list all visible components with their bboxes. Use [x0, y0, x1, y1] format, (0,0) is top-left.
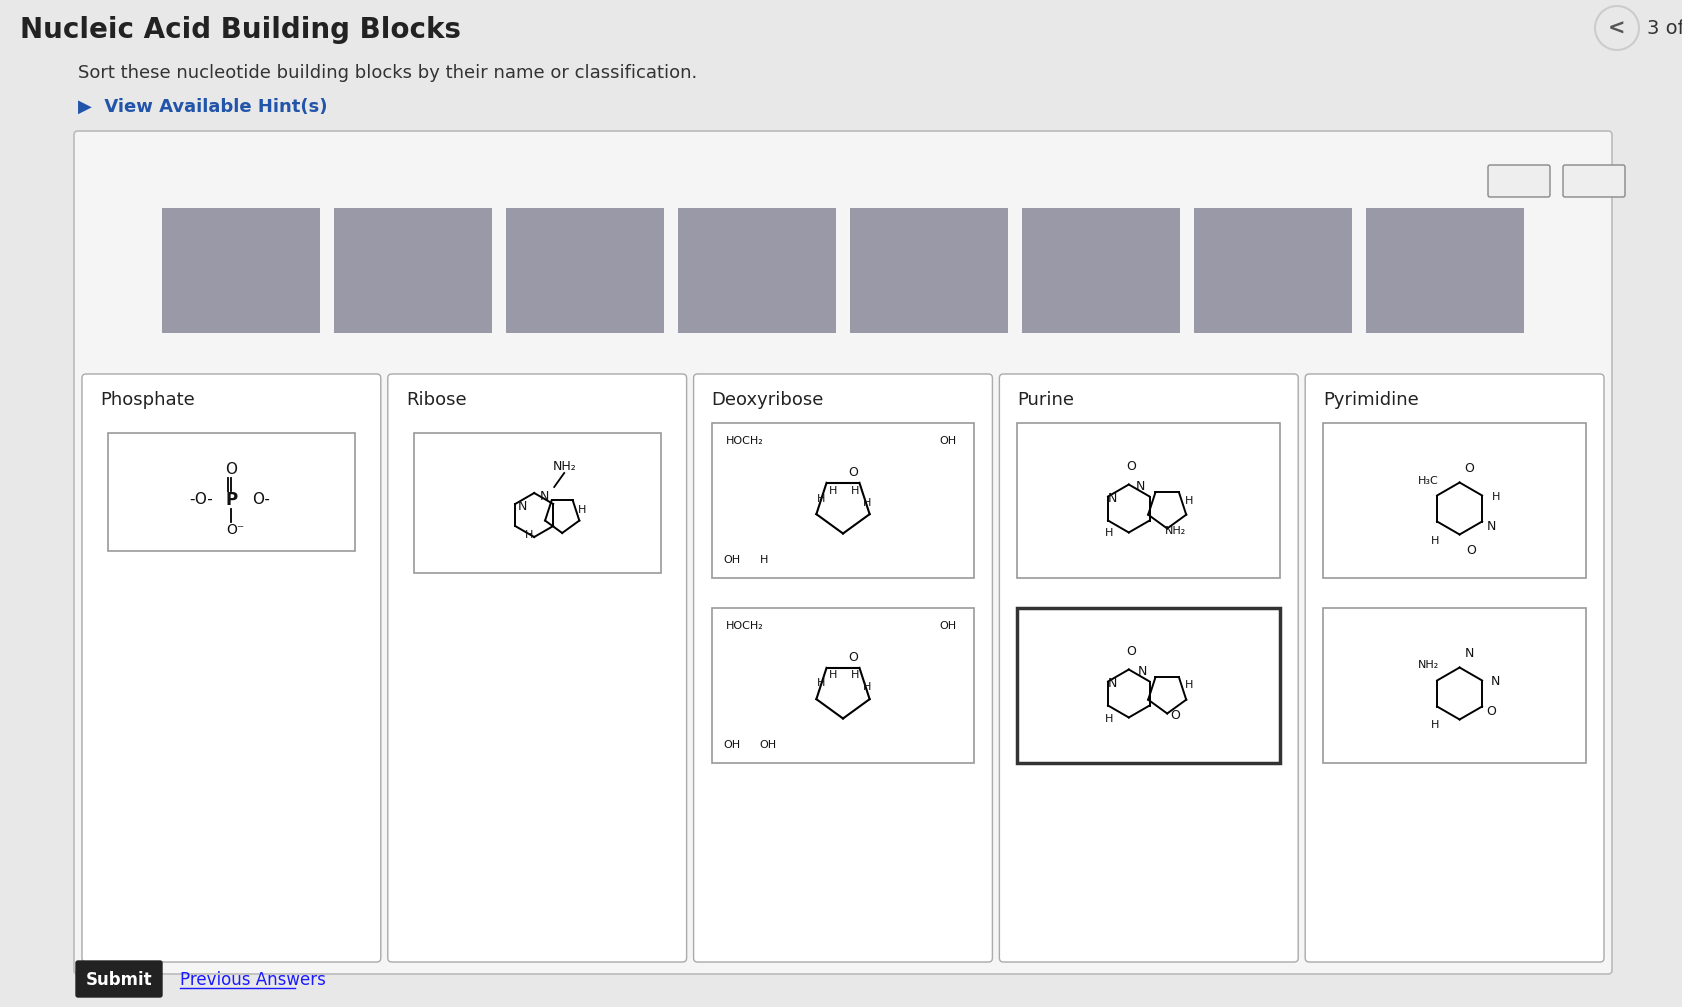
Text: ▶  View Available Hint(s): ▶ View Available Hint(s) [77, 98, 328, 116]
FancyBboxPatch shape [1366, 208, 1524, 333]
Text: N: N [1107, 492, 1117, 505]
Text: Purine: Purine [1018, 391, 1073, 409]
FancyBboxPatch shape [76, 961, 161, 997]
Text: N: N [1135, 480, 1145, 493]
FancyBboxPatch shape [108, 433, 355, 551]
FancyBboxPatch shape [1487, 165, 1549, 197]
FancyBboxPatch shape [1018, 423, 1280, 578]
Text: NH₂: NH₂ [1416, 661, 1438, 671]
Text: N: N [1137, 665, 1147, 678]
FancyBboxPatch shape [1563, 165, 1625, 197]
Text: H: H [828, 671, 836, 681]
Text: OH: OH [723, 555, 740, 565]
Text: Phosphate: Phosphate [99, 391, 195, 409]
FancyBboxPatch shape [849, 208, 1008, 333]
Text: H: H [816, 493, 824, 504]
Text: Pyrimidine: Pyrimidine [1322, 391, 1418, 409]
Text: HOCH₂: HOCH₂ [725, 436, 764, 446]
FancyBboxPatch shape [161, 208, 320, 333]
FancyBboxPatch shape [1193, 208, 1351, 333]
FancyBboxPatch shape [414, 433, 661, 573]
Text: O: O [225, 462, 237, 477]
FancyBboxPatch shape [333, 208, 491, 333]
Text: O-: O- [252, 492, 271, 508]
Text: N: N [516, 500, 526, 514]
Text: H: H [525, 530, 533, 540]
Text: -O-: -O- [190, 492, 214, 508]
Text: H: H [1430, 720, 1438, 730]
Text: O: O [1169, 709, 1179, 722]
Text: OH: OH [759, 740, 777, 750]
Text: H: H [577, 505, 585, 515]
Text: OH: OH [939, 436, 955, 446]
Text: HOCH₂: HOCH₂ [725, 621, 764, 631]
Text: Submit: Submit [86, 971, 153, 989]
Text: H: H [851, 671, 860, 681]
FancyBboxPatch shape [1021, 208, 1179, 333]
Text: H: H [863, 683, 871, 693]
Text: O: O [1465, 544, 1475, 557]
Text: H: H [1103, 529, 1112, 539]
FancyBboxPatch shape [387, 374, 686, 962]
FancyBboxPatch shape [506, 208, 664, 333]
Text: Help: Help [1576, 174, 1611, 189]
Text: O: O [1485, 705, 1495, 718]
FancyBboxPatch shape [999, 374, 1297, 962]
Text: O: O [1125, 645, 1135, 658]
Text: N: N [1490, 675, 1499, 688]
Text: Previous Answers: Previous Answers [180, 971, 326, 989]
Text: N: N [1485, 520, 1495, 533]
FancyBboxPatch shape [678, 208, 836, 333]
Text: O: O [1125, 460, 1135, 473]
Text: P: P [225, 491, 237, 509]
Text: Ribose: Ribose [405, 391, 466, 409]
Text: H₃C: H₃C [1416, 475, 1438, 485]
Text: <: < [1608, 19, 1625, 39]
FancyBboxPatch shape [711, 423, 974, 578]
FancyBboxPatch shape [82, 374, 380, 962]
Text: H: H [1430, 536, 1438, 546]
Text: H: H [828, 485, 836, 495]
Text: O: O [848, 651, 858, 664]
Text: NH₂: NH₂ [1164, 526, 1186, 536]
Text: O: O [848, 466, 858, 479]
Text: Reset: Reset [1497, 174, 1539, 189]
FancyBboxPatch shape [1305, 374, 1603, 962]
Text: Sort these nucleotide building blocks by their name or classification.: Sort these nucleotide building blocks by… [77, 64, 696, 82]
Text: OH: OH [723, 740, 740, 750]
Text: H: H [1184, 681, 1193, 691]
Text: H: H [863, 497, 871, 508]
Text: H: H [759, 555, 767, 565]
Text: H: H [816, 679, 824, 689]
FancyBboxPatch shape [1322, 423, 1584, 578]
Text: OH: OH [939, 621, 955, 631]
Text: H: H [1490, 491, 1499, 501]
Text: N: N [1107, 677, 1117, 690]
Text: H: H [851, 485, 860, 495]
Text: N: N [540, 490, 548, 504]
Text: O⁻: O⁻ [225, 523, 244, 537]
FancyBboxPatch shape [74, 131, 1611, 974]
FancyBboxPatch shape [1322, 608, 1584, 763]
FancyBboxPatch shape [711, 608, 974, 763]
Text: Nucleic Acid Building Blocks: Nucleic Acid Building Blocks [20, 16, 461, 44]
Text: 3 of: 3 of [1647, 19, 1682, 38]
Text: N: N [1463, 648, 1473, 660]
Text: H: H [1103, 714, 1112, 723]
Text: Deoxyribose: Deoxyribose [711, 391, 824, 409]
Text: H: H [1184, 495, 1193, 506]
FancyBboxPatch shape [693, 374, 992, 962]
Text: O: O [1463, 462, 1473, 475]
FancyBboxPatch shape [1018, 608, 1280, 763]
Text: NH₂: NH₂ [552, 460, 575, 473]
